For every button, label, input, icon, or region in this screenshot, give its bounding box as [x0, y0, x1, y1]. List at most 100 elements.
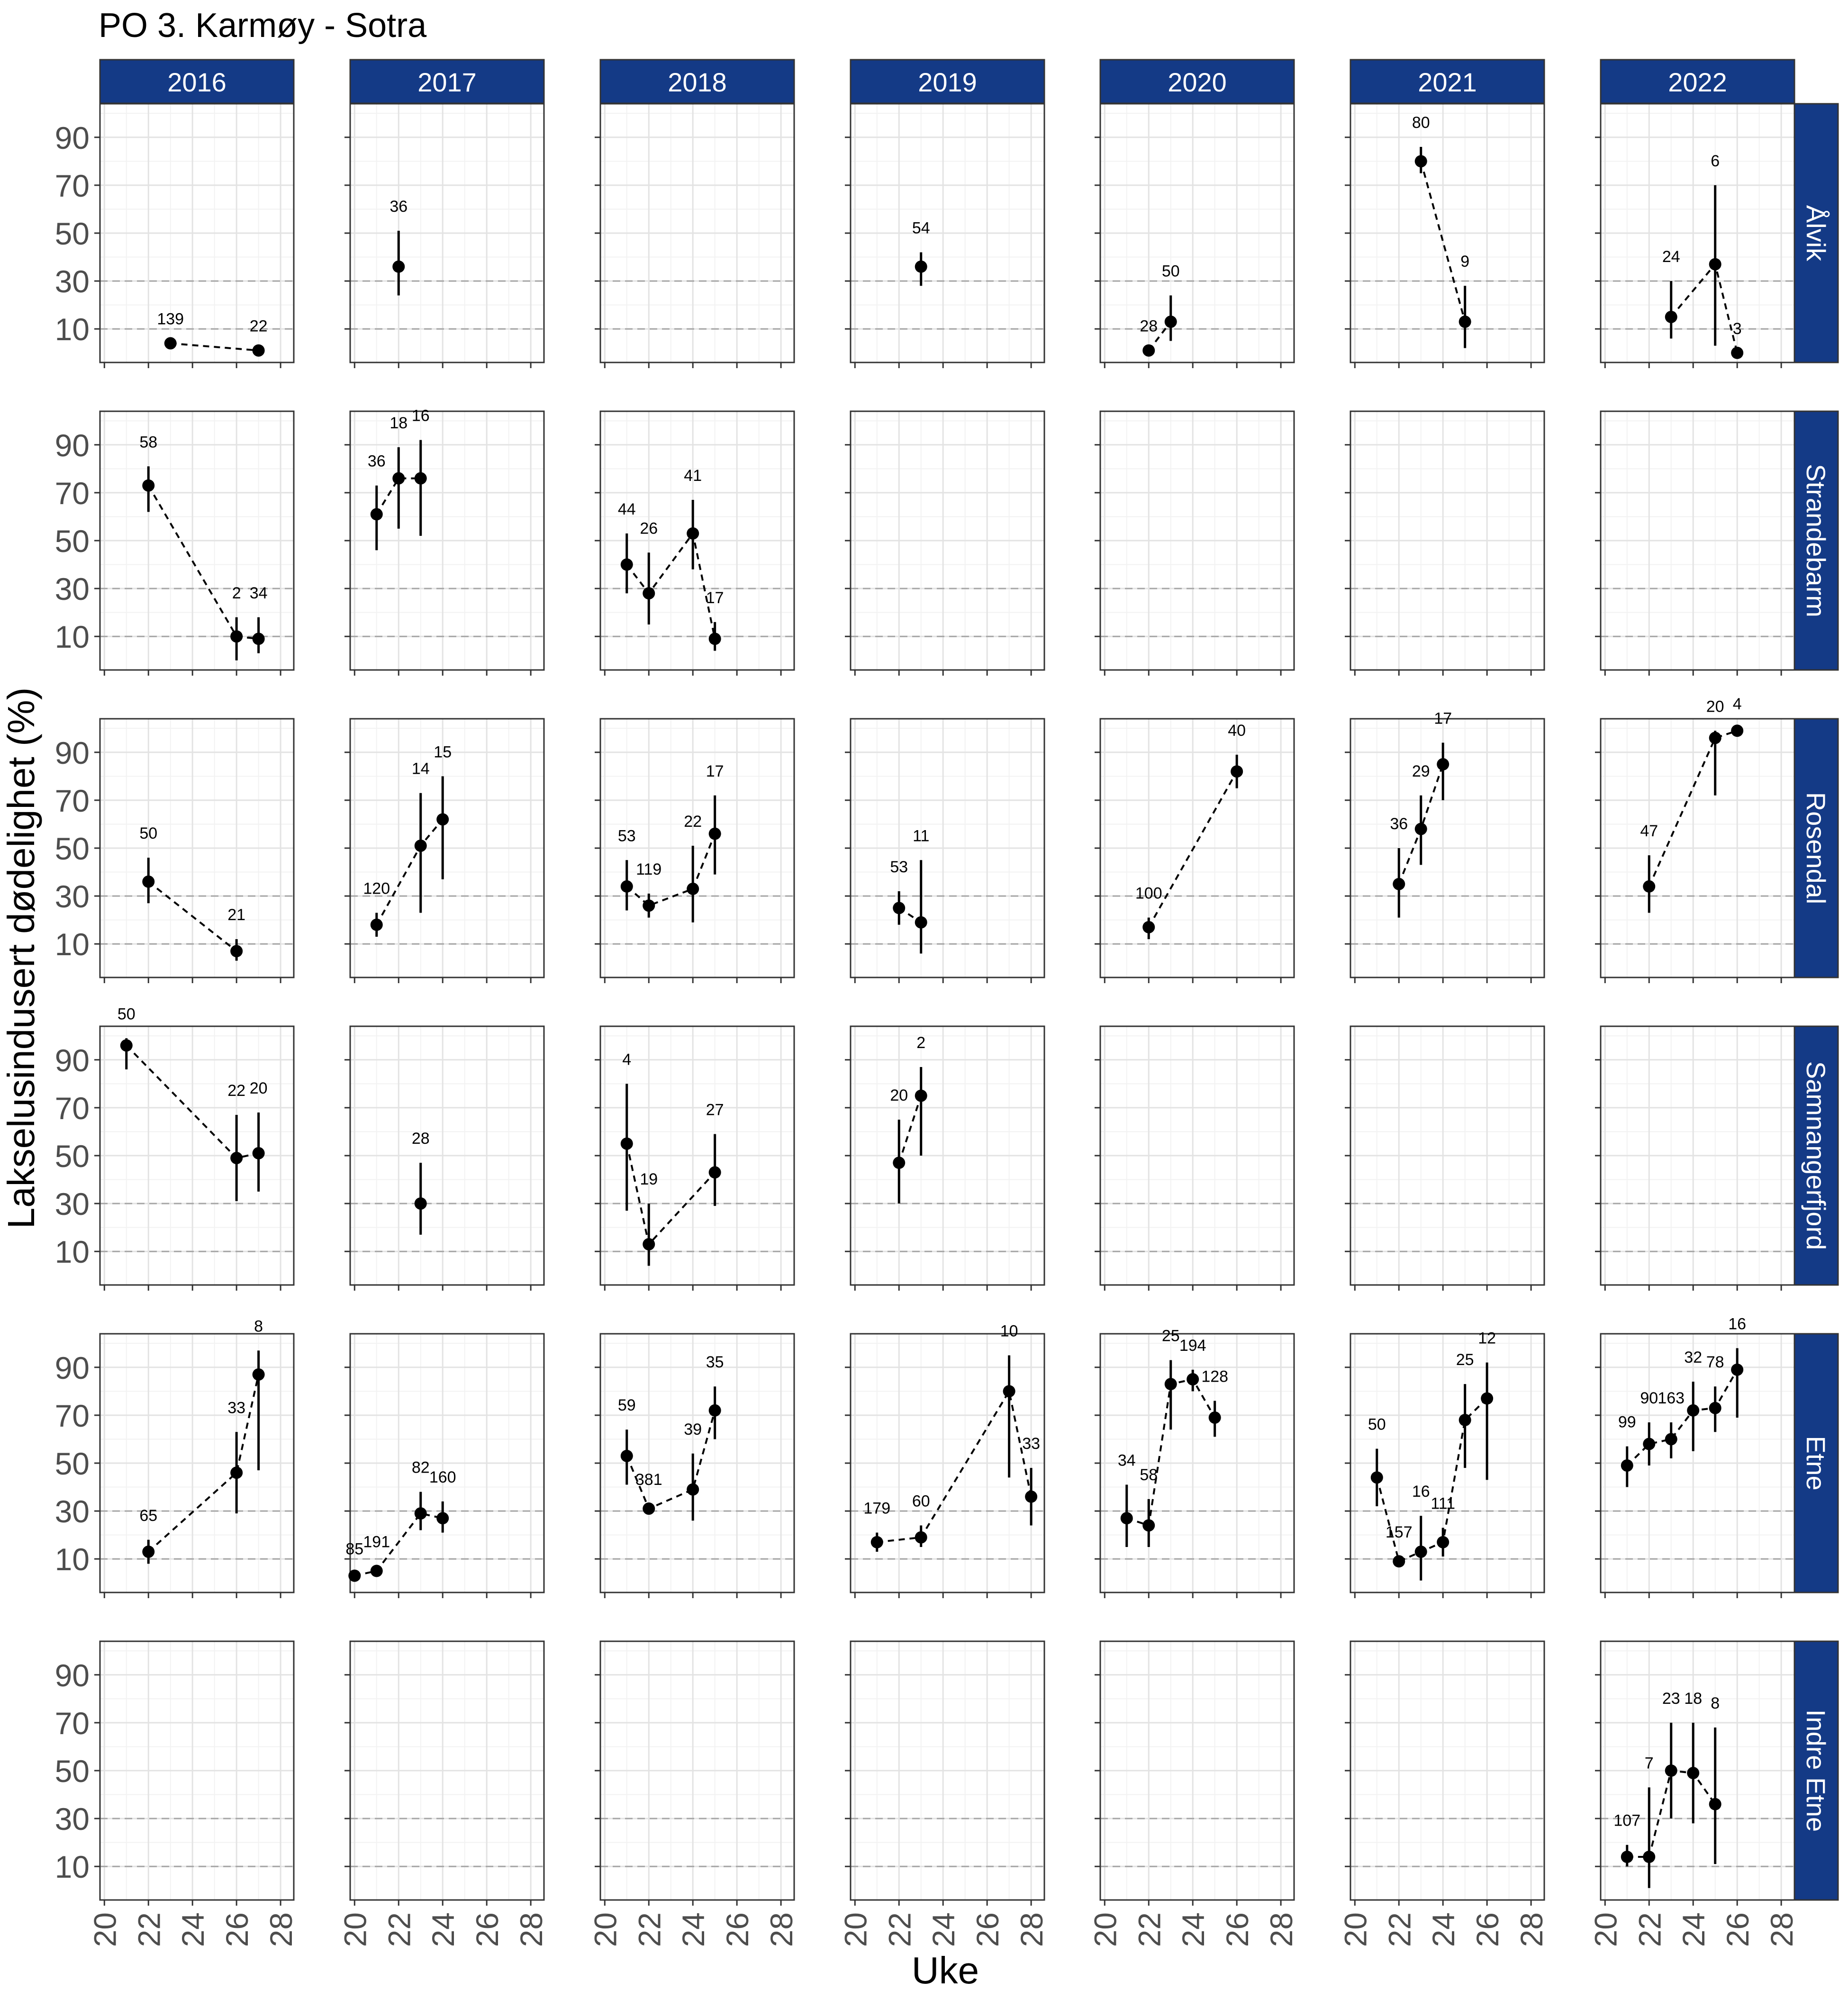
data-point — [1187, 1373, 1199, 1386]
series-line — [877, 1388, 1033, 1543]
data-label: 50 — [1368, 1416, 1386, 1434]
location-strip — [1794, 410, 1839, 671]
data-point — [643, 1238, 655, 1251]
panel-Samnangerfjord-2019: 20 2 — [845, 1025, 1045, 1291]
data-label: 8 — [254, 1317, 263, 1335]
data-label: 27 — [706, 1101, 724, 1119]
year-strip-label: 2017 — [417, 67, 477, 97]
year-strip — [1350, 59, 1545, 104]
panel-Strandebarm-2019 — [845, 410, 1045, 676]
year-strip-label: 2019 — [918, 67, 977, 97]
x-tick-label: 28 — [1014, 1912, 1049, 1947]
x-tick-label: 26 — [1720, 1912, 1755, 1947]
x-tick-label: 26 — [1470, 1912, 1505, 1947]
data-label: 20 — [1706, 697, 1724, 715]
panel-Rosendal-2020: 100 40 — [1095, 718, 1295, 983]
panel-Etne-2016: 10 30 50 70 90 65 33 8 — [55, 1317, 295, 1598]
data-label: 4 — [622, 1050, 631, 1068]
data-label: 41 — [684, 467, 702, 485]
data-point — [915, 1089, 927, 1102]
data-label: 14 — [412, 760, 430, 778]
data-point — [414, 1507, 427, 1520]
y-tick-label: 70 — [55, 1091, 90, 1126]
x-tick-label: 26 — [720, 1912, 755, 1947]
data-label: 15 — [434, 743, 452, 761]
panel-Samnangerfjord-2018: 4 19 27 — [595, 1025, 795, 1291]
data-point — [1621, 1851, 1633, 1863]
data-label: 20 — [890, 1086, 908, 1104]
data-point — [1731, 346, 1744, 359]
series-line — [354, 1512, 443, 1577]
data-label: 179 — [863, 1500, 890, 1518]
x-tick-label: 22 — [131, 1912, 166, 1947]
x-tick-label: 22 — [632, 1912, 667, 1947]
year-strip — [1600, 59, 1795, 104]
data-point — [708, 827, 721, 840]
data-point — [708, 633, 721, 645]
panel-Ålvik-2020: 2020 28 50 — [1095, 59, 1295, 368]
y-tick-label: 90 — [55, 735, 90, 770]
series-line — [376, 477, 421, 515]
data-label: 82 — [412, 1459, 430, 1477]
data-point — [620, 880, 633, 893]
data-point — [915, 916, 927, 929]
y-tick-label: 30 — [55, 264, 90, 299]
x-tick-label: 24 — [426, 1912, 461, 1947]
y-tick-label: 30 — [55, 1186, 90, 1221]
data-point — [142, 875, 155, 888]
y-tick-label: 50 — [55, 831, 90, 866]
y-tick-label: 50 — [55, 524, 90, 559]
data-point — [1393, 877, 1405, 890]
series-line — [147, 1374, 260, 1553]
data-label: 54 — [912, 219, 930, 237]
x-tick-label: 22 — [1132, 1912, 1167, 1947]
data-label: 36 — [390, 198, 408, 216]
data-label: 8 — [1711, 1694, 1720, 1712]
y-tick-label: 10 — [55, 927, 90, 962]
data-label: 47 — [1640, 822, 1658, 840]
data-label: 25 — [1162, 1327, 1180, 1345]
x-tick-label: 20 — [838, 1912, 873, 1947]
data-point — [1164, 1378, 1177, 1391]
data-point — [252, 1368, 265, 1381]
series-line — [1648, 730, 1738, 887]
x-tick-label: 22 — [1632, 1912, 1667, 1947]
data-point — [1709, 258, 1721, 271]
y-tick-label: 70 — [55, 476, 90, 511]
data-point — [1142, 921, 1155, 933]
data-point — [1709, 1402, 1721, 1414]
data-label: 32 — [1684, 1348, 1702, 1366]
data-label: 107 — [1613, 1812, 1640, 1830]
y-tick-label: 50 — [55, 1139, 90, 1174]
data-point — [893, 1157, 906, 1169]
y-tick-label: 30 — [55, 571, 90, 606]
y-tick-label: 90 — [55, 1658, 90, 1693]
data-point — [1665, 310, 1677, 323]
y-tick-label: 70 — [55, 783, 90, 818]
data-label: 111 — [1431, 1495, 1455, 1513]
data-label: 33 — [227, 1399, 245, 1417]
data-label: 157 — [1386, 1523, 1413, 1541]
data-label: 60 — [912, 1492, 930, 1510]
data-point — [1003, 1385, 1015, 1398]
panel-Indre Etne-2021: 20 22 24 26 28 — [1338, 1640, 1549, 1947]
data-point — [620, 1449, 633, 1462]
data-label: 6 — [1711, 152, 1720, 170]
data-point — [370, 508, 383, 521]
data-label: 50 — [139, 824, 157, 842]
data-label: 80 — [1412, 114, 1430, 132]
y-tick-label: 70 — [55, 1398, 90, 1433]
data-point — [252, 633, 265, 645]
data-label: 33 — [1022, 1435, 1040, 1453]
x-tick-label: 26 — [470, 1912, 505, 1947]
data-point — [230, 1152, 243, 1165]
x-tick-label: 24 — [926, 1912, 961, 1947]
year-strip-label: 2020 — [1168, 67, 1227, 97]
panel-Indre Etne-2016: 10 30 50 70 90 20 22 24 26 28 — [55, 1640, 299, 1947]
panel-Indre Etne-2019: 20 22 24 26 28 — [838, 1640, 1049, 1947]
series-line — [625, 1410, 716, 1510]
panel-Samnangerfjord-2021 — [1345, 1025, 1545, 1291]
panel-Indre Etne-2022: 20 22 24 26 28 Indre Etne 107 7 23 18 8 — [1588, 1640, 1839, 1947]
